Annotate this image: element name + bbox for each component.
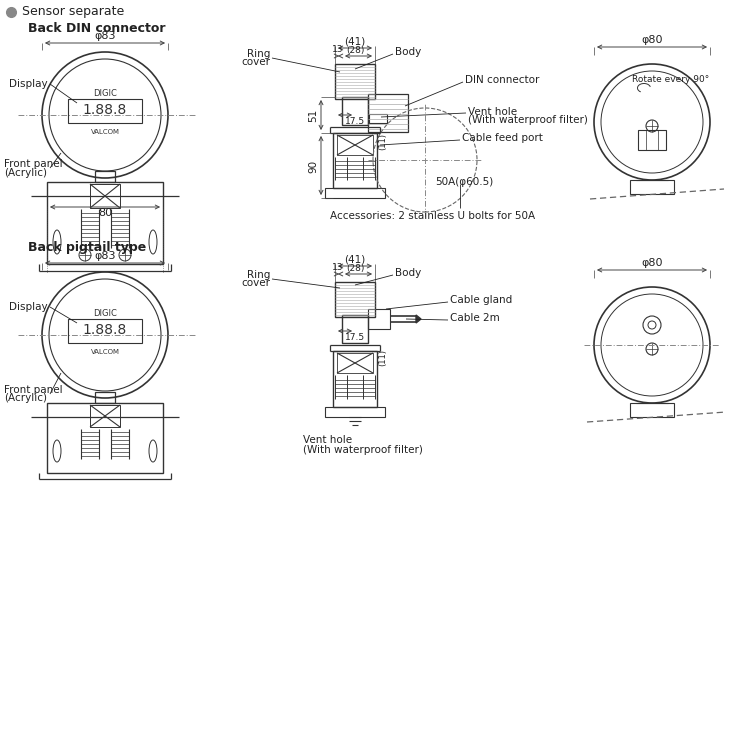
Text: 50A(φ60.5): 50A(φ60.5) bbox=[435, 177, 493, 187]
Text: Body: Body bbox=[395, 47, 421, 57]
Bar bbox=[630, 403, 674, 417]
Bar bbox=[342, 315, 368, 343]
Text: (11): (11) bbox=[378, 133, 387, 149]
Bar bbox=[47, 403, 163, 473]
Bar bbox=[342, 97, 368, 125]
Bar bbox=[337, 135, 373, 155]
Bar bbox=[368, 309, 390, 329]
Text: φ80: φ80 bbox=[641, 35, 663, 45]
Text: Cable 2m: Cable 2m bbox=[450, 313, 500, 323]
Text: Sensor separate: Sensor separate bbox=[22, 5, 124, 19]
Text: Accessories: 2 stainless U bolts for 50A: Accessories: 2 stainless U bolts for 50A bbox=[330, 211, 535, 221]
Text: 1.88.8: 1.88.8 bbox=[83, 323, 127, 337]
Polygon shape bbox=[416, 315, 421, 323]
Text: DIN connector: DIN connector bbox=[465, 75, 539, 85]
Text: φ80: φ80 bbox=[641, 258, 663, 268]
Bar bbox=[68, 99, 142, 123]
Bar bbox=[333, 133, 377, 188]
Bar bbox=[630, 180, 674, 194]
Text: Ring: Ring bbox=[247, 49, 270, 59]
Bar bbox=[325, 407, 385, 417]
Bar bbox=[335, 282, 375, 317]
Text: (41): (41) bbox=[344, 36, 366, 46]
Text: (With waterproof filter): (With waterproof filter) bbox=[468, 115, 588, 125]
Text: Display: Display bbox=[9, 79, 48, 89]
Text: Back DIN connector: Back DIN connector bbox=[28, 22, 165, 34]
Text: Back pigtail type: Back pigtail type bbox=[28, 242, 146, 254]
Bar bbox=[95, 392, 115, 403]
Text: 13: 13 bbox=[332, 46, 343, 55]
Bar bbox=[638, 130, 666, 150]
Text: (Acrylic): (Acrylic) bbox=[4, 168, 47, 178]
Text: Front panel: Front panel bbox=[4, 385, 63, 395]
Text: 13: 13 bbox=[332, 263, 343, 272]
Bar bbox=[335, 64, 375, 99]
Text: φ83: φ83 bbox=[95, 251, 115, 261]
Bar bbox=[68, 319, 142, 343]
Text: 17.5: 17.5 bbox=[345, 332, 365, 341]
Bar bbox=[95, 171, 115, 182]
Text: 90: 90 bbox=[308, 160, 318, 172]
Text: φ83: φ83 bbox=[95, 31, 115, 41]
Text: 51: 51 bbox=[308, 109, 318, 122]
Text: Vent hole: Vent hole bbox=[468, 107, 517, 117]
Text: VALCOM: VALCOM bbox=[90, 129, 119, 135]
Bar bbox=[90, 184, 120, 208]
Bar bbox=[47, 182, 163, 264]
Text: (28): (28) bbox=[346, 263, 364, 272]
Text: 80: 80 bbox=[98, 208, 112, 218]
Text: Rotate every 90°: Rotate every 90° bbox=[632, 76, 709, 85]
Text: 17.5: 17.5 bbox=[345, 116, 365, 125]
Text: Vent hole: Vent hole bbox=[303, 435, 352, 445]
Bar bbox=[90, 405, 120, 427]
Bar bbox=[337, 353, 373, 373]
Text: Display: Display bbox=[9, 302, 48, 312]
Text: Cable feed port: Cable feed port bbox=[462, 133, 543, 143]
Text: (11): (11) bbox=[378, 349, 387, 365]
Text: (41): (41) bbox=[344, 254, 366, 264]
Text: VALCOM: VALCOM bbox=[90, 349, 119, 355]
Text: Cable gland: Cable gland bbox=[450, 295, 513, 305]
Bar bbox=[325, 188, 385, 198]
Bar bbox=[368, 94, 408, 132]
Bar bbox=[369, 114, 387, 123]
Text: Front panel: Front panel bbox=[4, 159, 63, 169]
Text: (With waterproof filter): (With waterproof filter) bbox=[303, 445, 423, 455]
Text: 1.88.8: 1.88.8 bbox=[83, 103, 127, 117]
Text: cover: cover bbox=[241, 57, 270, 67]
Text: Ring: Ring bbox=[247, 270, 270, 280]
Bar bbox=[333, 351, 377, 407]
Text: Body: Body bbox=[395, 268, 421, 278]
Text: cover: cover bbox=[241, 278, 270, 288]
Text: (Acrylic): (Acrylic) bbox=[4, 393, 47, 403]
Text: DIGIC: DIGIC bbox=[93, 88, 117, 98]
Text: DIGIC: DIGIC bbox=[93, 308, 117, 317]
Text: (28): (28) bbox=[346, 46, 364, 55]
